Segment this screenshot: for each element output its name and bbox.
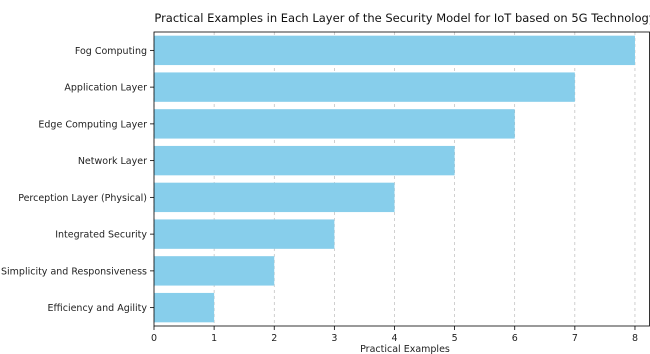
bars <box>154 35 635 323</box>
x-tick-label-3: 3 <box>331 333 337 344</box>
y-tick-label: Network Layer <box>78 156 147 167</box>
x-axis-ticks: 0 1 2 3 4 5 6 7 8 <box>151 326 638 344</box>
y-tick-label: Perception Layer (Physical) <box>18 193 147 204</box>
x-tick-label-6: 6 <box>512 333 518 344</box>
y-tick-label: Fog Computing <box>75 46 147 57</box>
chart-title: Practical Examples in Each Layer of the … <box>154 11 650 25</box>
x-axis-label: Practical Examples <box>360 344 450 354</box>
y-tick-label: Integrated Security <box>55 230 147 241</box>
y-tick-label: Application Layer <box>64 83 147 94</box>
x-tick-label-4: 4 <box>391 333 397 344</box>
x-tick-label-0: 0 <box>151 333 157 344</box>
y-tick-label: Edge Computing Layer <box>38 119 147 130</box>
x-tick-label-5: 5 <box>452 333 458 344</box>
y-axis-ticks: Fog Computing Application Layer Edge Compu… <box>1 46 154 314</box>
bar-integrated-security <box>154 219 335 249</box>
bar-application-layer <box>154 72 575 102</box>
x-tick-label-2: 2 <box>271 333 277 344</box>
x-tick-label-8: 8 <box>632 333 638 344</box>
y-tick-label: Efficiency and Agility <box>48 303 148 314</box>
bar-network-layer <box>154 145 455 176</box>
bar-edge-computing-layer <box>154 109 515 139</box>
bar-perception-layer-physical <box>154 182 395 213</box>
x-tick-label-1: 1 <box>211 333 217 344</box>
bar-efficiency-and-agility <box>154 292 215 323</box>
bar-simplicity-and-responsiveness <box>154 256 275 286</box>
bar-fog-computing <box>154 35 635 66</box>
y-tick-label: Simplicity and Responsiveness <box>1 266 147 277</box>
x-tick-label-7: 7 <box>572 333 578 344</box>
